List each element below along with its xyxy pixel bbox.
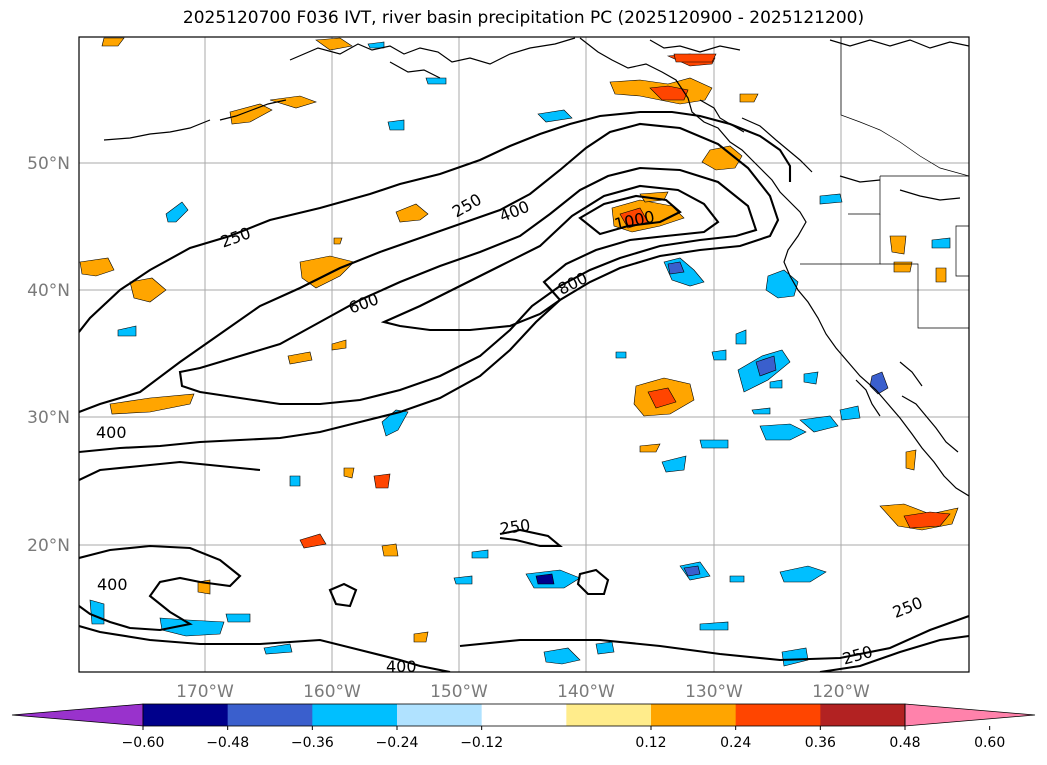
colorbar-tick-label: 0.60 — [974, 735, 1005, 751]
colorbar-cell — [481, 704, 567, 726]
map-frame — [78, 36, 970, 673]
contour-label: 250 — [499, 515, 532, 538]
map-panel — [79, 37, 969, 672]
map-title: 2025120700 F036 IVT, river basin precipi… — [182, 8, 865, 28]
colorbar-cell — [143, 704, 229, 726]
lat-axis: 50°N 40°N 30°N 20°N — [27, 154, 70, 556]
colorbar-tick-label: −0.36 — [291, 735, 334, 751]
colorbar-cell — [820, 704, 906, 726]
contour-loop-1 — [576, 568, 610, 596]
colorbar-tick-label: 0.24 — [720, 735, 751, 751]
contour-400-bottom — [79, 624, 451, 672]
colorbar-cell — [651, 704, 737, 726]
contour-250-mid — [499, 528, 563, 548]
lat-label: 30°N — [27, 408, 70, 428]
lon-axis: 170°W 160°W 150°W 140°W 130°W 120°W — [176, 682, 870, 702]
contour-1000 — [578, 194, 682, 236]
colorbar-tick-label: −0.60 — [122, 735, 165, 751]
lon-label: 160°W — [303, 682, 361, 702]
lon-label: 150°W — [430, 682, 488, 702]
contour-loop-2 — [328, 582, 358, 608]
colorbar-extend-min — [11, 703, 144, 727]
precip-positive-areas — [79, 37, 959, 643]
colorbar-cell — [566, 704, 652, 726]
contour-600 — [178, 166, 758, 406]
colorbar-frame — [142, 703, 906, 727]
contour-250-south — [79, 460, 261, 481]
contour-label: 400 — [386, 657, 417, 676]
colorbar-cell — [227, 704, 313, 726]
contour-250-north — [79, 110, 792, 333]
contour-250-bottom-2 — [819, 634, 969, 672]
colorbar-cell — [312, 704, 398, 726]
lon-label: 130°W — [685, 682, 743, 702]
contour-400-south — [79, 544, 242, 632]
colorbar: −0.60 −0.48 −0.36 −0.24 −0.12 0.12 0.24 0.36 0.4… — [11, 703, 1036, 751]
contour-label: 400 — [97, 575, 128, 594]
lat-label: 40°N — [27, 281, 70, 301]
contour-400-outer — [79, 122, 780, 454]
contour-800 — [380, 184, 720, 332]
contour-250-bottom — [459, 615, 969, 662]
lat-label: 50°N — [27, 154, 70, 174]
ivt-contours — [79, 110, 969, 672]
precip-negative-areas — [89, 41, 951, 667]
colorbar-cell — [735, 704, 821, 726]
colorbar-tick-label: −0.48 — [206, 735, 249, 751]
lon-label: 170°W — [176, 682, 234, 702]
lon-label: 120°W — [812, 682, 870, 702]
colorbar-tick-label: −0.12 — [460, 735, 503, 751]
colorbar-tick-label: 0.12 — [635, 735, 666, 751]
borders — [800, 37, 969, 329]
colorbar-extend-max — [904, 703, 1036, 727]
coastlines — [103, 37, 969, 497]
contour-label: 400 — [96, 423, 127, 442]
colorbar-cell — [397, 704, 483, 726]
lat-label: 20°N — [27, 536, 70, 556]
colorbar-tick-label: 0.36 — [805, 735, 836, 751]
lon-label: 140°W — [557, 682, 615, 702]
colorbar-tick-label: 0.48 — [889, 735, 920, 751]
colorbar-tick-label: −0.24 — [376, 735, 419, 751]
